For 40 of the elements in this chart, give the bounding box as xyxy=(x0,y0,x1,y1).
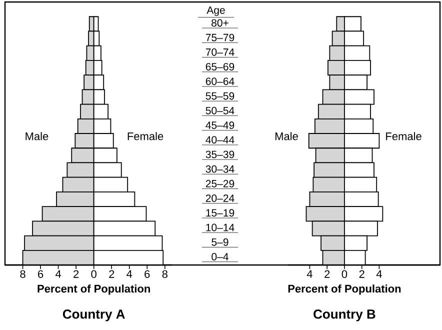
x-tick-label: 4 xyxy=(55,270,62,278)
y-tick-label: 50–54 xyxy=(206,106,234,114)
x-tick-label: 6 xyxy=(38,270,44,278)
x-tick-label: 4 xyxy=(126,270,132,278)
x-axis-title: Percent of Population xyxy=(288,284,401,295)
y-tick-label: 55–59 xyxy=(206,92,234,100)
y-tick-label: 20–24 xyxy=(206,194,234,202)
x-tick-label: 0 xyxy=(91,270,96,278)
series-label: Female xyxy=(386,132,422,140)
y-tick-label: 80+ xyxy=(212,19,228,27)
x-tick-label: 2 xyxy=(359,270,364,278)
x-tick-label: 2 xyxy=(74,270,79,278)
y-tick-label: 40–44 xyxy=(206,136,234,144)
y-tick-label: 15–19 xyxy=(206,209,234,217)
x-tick-label: 2 xyxy=(324,270,330,278)
y-tick-label: 70–74 xyxy=(206,48,234,56)
y-tick-label: 10–14 xyxy=(206,224,234,232)
text: Country A xyxy=(62,310,125,322)
series-label: Female xyxy=(128,132,164,140)
y-tick-label: 75–79 xyxy=(206,34,234,42)
x-axis-title: Percent of Population xyxy=(38,284,150,295)
y-axis-title: Age xyxy=(206,6,225,16)
series-label: Male xyxy=(275,132,298,140)
text: Country B xyxy=(314,310,376,322)
y-tick-label: 60–64 xyxy=(206,78,234,86)
y-tick-label: 5–9 xyxy=(212,238,228,246)
x-tick-label: 6 xyxy=(144,270,150,278)
x-tick-label: 8 xyxy=(162,270,168,278)
x-tick-label: 0 xyxy=(342,270,348,278)
text: Male xyxy=(26,132,48,140)
y-tick-label: 30–34 xyxy=(206,165,234,173)
x-tick-label: 8 xyxy=(20,270,26,278)
x-tick-label: 2 xyxy=(109,270,114,278)
y-tick-label: 65–69 xyxy=(206,63,234,70)
y-tick-label: 45–49 xyxy=(206,121,234,129)
y-tick-label: 25–29 xyxy=(206,180,234,188)
x-tick-label: 4 xyxy=(376,270,382,278)
y-tick-label: 35–39 xyxy=(206,150,234,158)
y-tick-label: 0–4 xyxy=(212,252,228,260)
x-tick-label: 4 xyxy=(306,270,312,278)
